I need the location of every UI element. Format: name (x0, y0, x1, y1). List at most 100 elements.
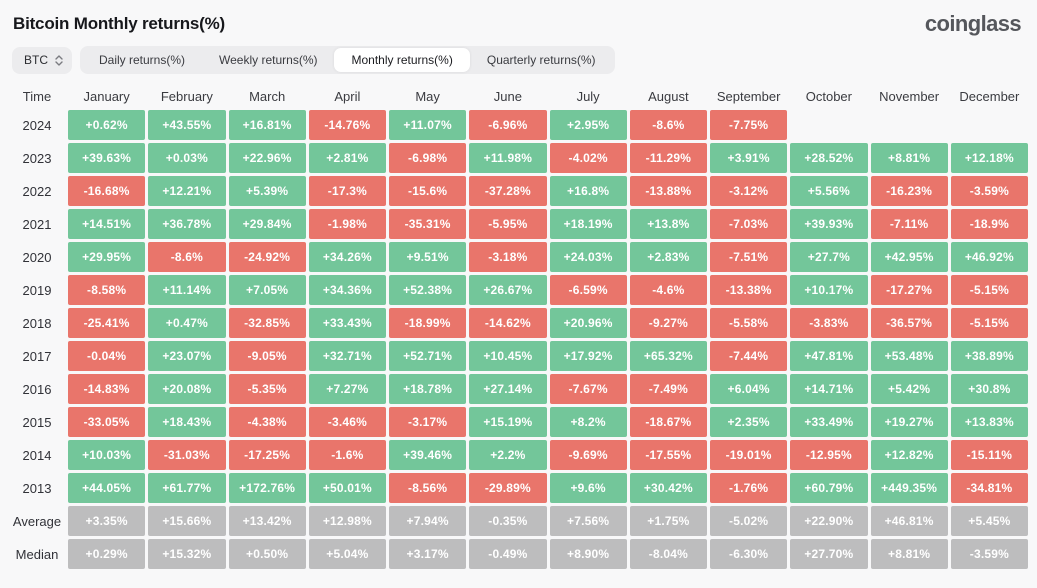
row-label: Average (12, 513, 62, 529)
coinglass-logo: coinglass (924, 11, 1022, 36)
value-cell: +60.79% (790, 473, 868, 503)
value-cell (951, 110, 1028, 140)
value-cell: -9.05% (228, 341, 306, 371)
returns-table: Time January February March April May June July… (0, 79, 1037, 569)
value-cell: +5.04% (308, 539, 386, 569)
row-label: 2017 (22, 348, 52, 364)
value-cell: +18.43% (148, 407, 226, 437)
column-header-time: Time (22, 88, 52, 104)
value-cell: -8.6% (629, 110, 707, 140)
value-cell: -0.49% (469, 539, 547, 569)
value-cell: +2.2% (469, 440, 547, 470)
value-cell: +16.81% (228, 110, 306, 140)
row-label: 2024 (22, 117, 52, 133)
value-cell: -17.27% (870, 275, 948, 305)
returns-tabs: Daily returns(%) Weekly returns(%) Monthly… (80, 46, 615, 74)
value-cell: -3.17% (389, 407, 467, 437)
value-cell: -1.76% (710, 473, 788, 503)
column-header: March (249, 88, 286, 104)
value-cell: +22.90% (790, 506, 868, 536)
value-cell: -0.04% (68, 341, 146, 371)
value-cell: -32.85% (228, 308, 306, 338)
value-cell: +65.32% (629, 341, 707, 371)
value-cell: -3.12% (710, 176, 788, 206)
value-cell: -5.02% (710, 506, 788, 536)
tab-weekly-returns[interactable]: Weekly returns(%) (202, 48, 334, 72)
row-label: 2022 (22, 183, 52, 199)
value-cell: -25.41% (68, 308, 146, 338)
value-cell: +39.46% (389, 440, 467, 470)
column-header: May (415, 88, 440, 104)
value-cell: +33.49% (790, 407, 868, 437)
value-cell: +8.81% (870, 143, 948, 173)
top-bar: Bitcoin Monthly returns(%) coinglass (0, 0, 1037, 43)
value-cell: +0.47% (148, 308, 226, 338)
value-cell: +9.6% (549, 473, 627, 503)
value-cell: +30.42% (629, 473, 707, 503)
value-cell: +12.18% (950, 143, 1028, 173)
column-header: October (805, 88, 852, 104)
value-cell: -16.23% (870, 176, 948, 206)
value-cell: +8.81% (870, 539, 948, 569)
value-cell: +30.8% (950, 374, 1028, 404)
value-cell: -4.38% (228, 407, 306, 437)
value-cell: +0.62% (68, 110, 146, 140)
value-cell: +9.51% (389, 242, 467, 272)
value-cell: +2.95% (549, 110, 627, 140)
value-cell: +449.35% (870, 473, 948, 503)
value-cell: -3.46% (308, 407, 386, 437)
value-cell: +3.35% (68, 506, 146, 536)
value-cell: +32.71% (308, 341, 386, 371)
value-cell: +3.17% (389, 539, 467, 569)
value-cell: +5.56% (790, 176, 868, 206)
value-cell: +42.95% (870, 242, 948, 272)
column-header: July (576, 88, 600, 104)
value-cell: -7.67% (549, 374, 627, 404)
value-cell: -37.28% (469, 176, 547, 206)
row-label: 2015 (22, 414, 52, 430)
value-cell: -36.57% (870, 308, 948, 338)
value-cell: +39.93% (790, 209, 868, 239)
value-cell: -8.58% (68, 275, 146, 305)
value-cell: +0.50% (228, 539, 306, 569)
value-cell: +5.42% (870, 374, 948, 404)
value-cell: -6.98% (389, 143, 467, 173)
value-cell: +172.76% (228, 473, 306, 503)
value-cell: +6.04% (710, 374, 788, 404)
value-cell: -18.99% (389, 308, 467, 338)
value-cell: -33.05% (68, 407, 146, 437)
value-cell: +20.08% (148, 374, 226, 404)
value-cell: +29.84% (228, 209, 306, 239)
value-cell: +44.05% (68, 473, 146, 503)
value-cell: +24.03% (549, 242, 627, 272)
value-cell: -12.95% (790, 440, 868, 470)
tab-daily-returns[interactable]: Daily returns(%) (82, 48, 202, 72)
column-header: February (160, 88, 213, 104)
value-cell: +39.63% (68, 143, 146, 173)
row-label: Median (15, 546, 59, 562)
symbol-select[interactable]: BTC (12, 46, 72, 74)
value-cell: -7.75% (710, 110, 788, 140)
row-label: 2020 (22, 249, 52, 265)
tab-quarterly-returns[interactable]: Quarterly returns(%) (470, 48, 613, 72)
value-cell: -31.03% (148, 440, 226, 470)
value-cell: -8.6% (148, 242, 226, 272)
value-cell: -7.11% (870, 209, 948, 239)
value-cell: -17.3% (308, 176, 386, 206)
value-cell: +16.8% (549, 176, 627, 206)
tab-monthly-returns[interactable]: Monthly returns(%) (334, 48, 470, 72)
value-cell: -16.68% (68, 176, 146, 206)
value-cell: +27.70% (790, 539, 868, 569)
value-cell: -14.83% (68, 374, 146, 404)
value-cell: -4.02% (549, 143, 627, 173)
value-cell: +7.56% (549, 506, 627, 536)
value-cell: +15.66% (148, 506, 226, 536)
value-cell: +1.75% (629, 506, 707, 536)
row-label: 2019 (22, 282, 52, 298)
value-cell: -29.89% (469, 473, 547, 503)
value-cell: -17.25% (228, 440, 306, 470)
value-cell: +10.03% (68, 440, 146, 470)
row-label: 2021 (22, 216, 52, 232)
value-cell: +53.48% (870, 341, 948, 371)
row-label: 2018 (22, 315, 52, 331)
